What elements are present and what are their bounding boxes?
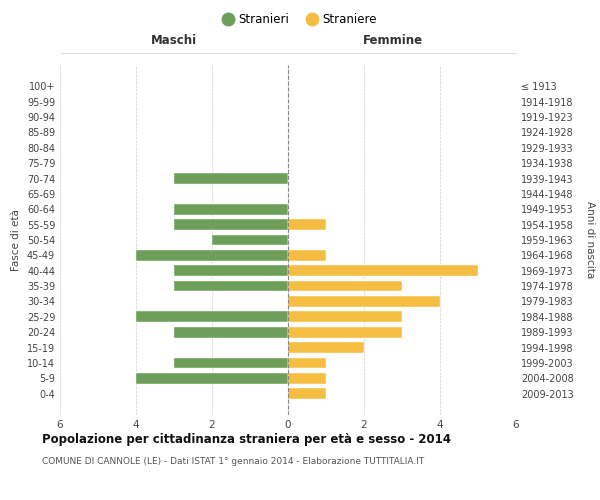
Bar [174, 173, 288, 184]
Bar [288, 280, 402, 291]
Bar [136, 312, 288, 322]
Bar [212, 234, 288, 246]
Bar [288, 358, 326, 368]
Text: Popolazione per cittadinanza straniera per età e sesso - 2014: Popolazione per cittadinanza straniera p… [42, 432, 451, 446]
Text: Maschi: Maschi [151, 34, 197, 48]
Bar [174, 204, 288, 214]
Bar [288, 342, 364, 353]
Bar [288, 266, 478, 276]
Bar [288, 327, 402, 338]
Bar [288, 250, 326, 261]
Bar [288, 296, 440, 307]
Text: COMUNE DI CANNOLE (LE) - Dati ISTAT 1° gennaio 2014 - Elaborazione TUTTITALIA.IT: COMUNE DI CANNOLE (LE) - Dati ISTAT 1° g… [42, 458, 424, 466]
Text: Femmine: Femmine [363, 34, 423, 48]
Bar [288, 219, 326, 230]
Bar [136, 250, 288, 261]
Bar [288, 373, 326, 384]
Bar [288, 312, 402, 322]
Bar [174, 266, 288, 276]
Bar [136, 373, 288, 384]
Bar [174, 358, 288, 368]
Bar [174, 327, 288, 338]
Bar [174, 280, 288, 291]
Y-axis label: Fasce di età: Fasce di età [11, 209, 21, 271]
Legend: Stranieri, Straniere: Stranieri, Straniere [218, 8, 382, 31]
Y-axis label: Anni di nascita: Anni di nascita [585, 202, 595, 278]
Bar [174, 219, 288, 230]
Bar [288, 388, 326, 399]
